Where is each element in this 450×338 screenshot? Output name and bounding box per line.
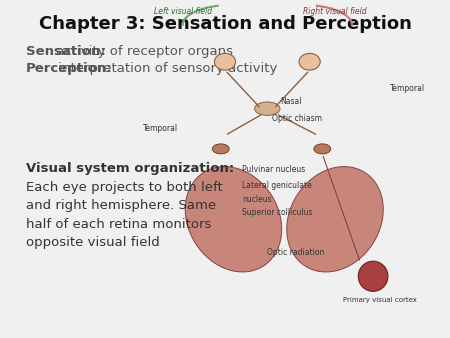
Text: nucleus: nucleus [242, 195, 271, 204]
Text: Nasal: Nasal [280, 97, 302, 106]
Text: half of each retina monitors: half of each retina monitors [26, 218, 211, 231]
Text: Primary visual cortex: Primary visual cortex [343, 297, 417, 303]
Text: Left visual field: Left visual field [153, 7, 212, 16]
Text: Lateral geniculate: Lateral geniculate [242, 181, 312, 190]
Text: Superior colliculus: Superior colliculus [242, 208, 312, 217]
Text: and right hemisphere. Same: and right hemisphere. Same [26, 199, 216, 212]
Ellipse shape [314, 144, 331, 154]
Ellipse shape [287, 167, 383, 272]
Ellipse shape [255, 102, 280, 115]
Text: Right visual field: Right visual field [303, 7, 367, 16]
Text: Visual system organization:: Visual system organization: [26, 162, 234, 175]
Text: Pulvinar nucleus: Pulvinar nucleus [242, 165, 305, 173]
Circle shape [299, 53, 320, 70]
Text: Temporal: Temporal [144, 124, 179, 133]
Text: opposite visual field: opposite visual field [26, 236, 160, 249]
Ellipse shape [185, 167, 282, 272]
Text: Chapter 3: Sensation and Perception: Chapter 3: Sensation and Perception [39, 15, 411, 33]
Text: Optic chiasm: Optic chiasm [271, 114, 322, 123]
Text: Temporal: Temporal [390, 84, 425, 93]
Circle shape [214, 53, 236, 70]
Ellipse shape [212, 144, 229, 154]
Text: Optic radiation: Optic radiation [267, 248, 325, 257]
Ellipse shape [358, 261, 388, 291]
Text: Each eye projects to both left: Each eye projects to both left [26, 181, 223, 194]
Text: activity of receptor organs: activity of receptor organs [52, 45, 233, 58]
Text: interpretation of sensory activity: interpretation of sensory activity [54, 62, 278, 75]
Text: Sensation:: Sensation: [26, 45, 106, 58]
Text: Perception:: Perception: [26, 62, 113, 75]
